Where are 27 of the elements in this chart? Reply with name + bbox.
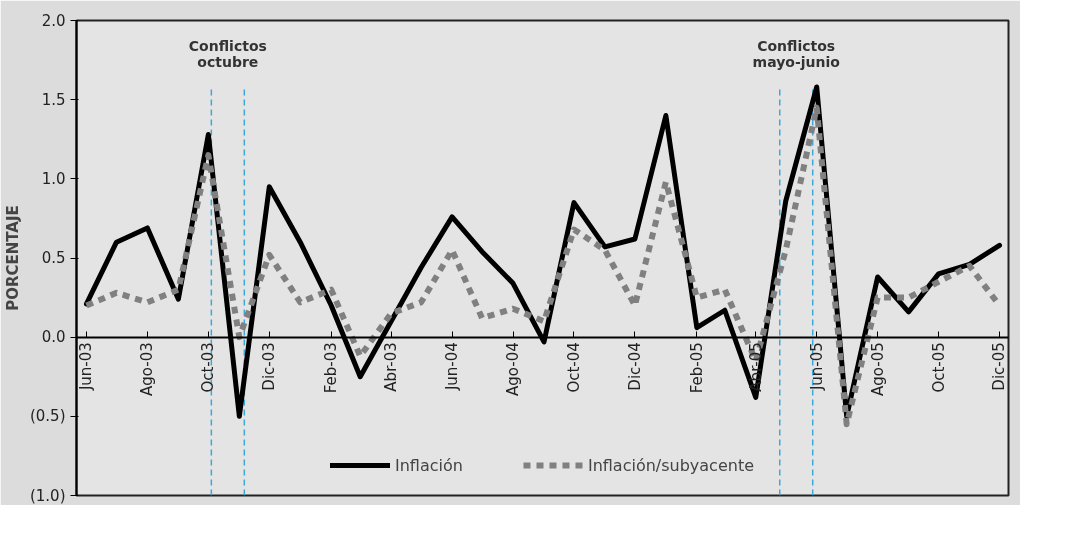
x-tick-label: Ago-03 bbox=[138, 342, 157, 396]
x-tick-label: Feb-05 bbox=[687, 342, 706, 394]
y-tick-label: (1.0) bbox=[29, 486, 66, 505]
y-tick-label: 1.0 bbox=[41, 169, 66, 188]
x-tick-label: Jun-03 bbox=[77, 342, 96, 392]
legend-label: Inflación bbox=[394, 455, 463, 475]
x-tick-label: Oct-04 bbox=[564, 342, 583, 393]
x-tick-label: Dic-04 bbox=[625, 342, 644, 391]
x-tick-label: Dic-03 bbox=[260, 342, 279, 391]
x-tick-label: Feb-03 bbox=[322, 342, 341, 394]
x-tick-label: Ago-04 bbox=[504, 342, 523, 396]
y-tick-label: 1.5 bbox=[41, 90, 66, 109]
x-tick-label: Jun-05 bbox=[807, 342, 826, 392]
annotation: Conflictos octubre bbox=[188, 37, 267, 70]
y-tick-label: 0.0 bbox=[41, 328, 66, 347]
x-tick-label: Jun-04 bbox=[443, 342, 462, 392]
x-tick-label: Ago-05 bbox=[868, 342, 887, 396]
y-tick-label: 2.0 bbox=[41, 11, 66, 30]
y-axis-title: PORCENTAJE bbox=[3, 205, 22, 311]
x-tick-label: Oct-05 bbox=[929, 342, 948, 393]
y-tick-label: 0.5 bbox=[41, 249, 66, 267]
x-tick-label: Oct-03 bbox=[199, 342, 218, 393]
x-tick-label: Abr-03 bbox=[382, 342, 401, 392]
y-tick-label: (0.5) bbox=[29, 407, 66, 426]
annotation: Conflictos mayo-junio bbox=[752, 37, 841, 70]
x-tick-label: Dic-05 bbox=[990, 342, 1009, 391]
legend-label: Inflación/subyacente bbox=[587, 455, 755, 475]
